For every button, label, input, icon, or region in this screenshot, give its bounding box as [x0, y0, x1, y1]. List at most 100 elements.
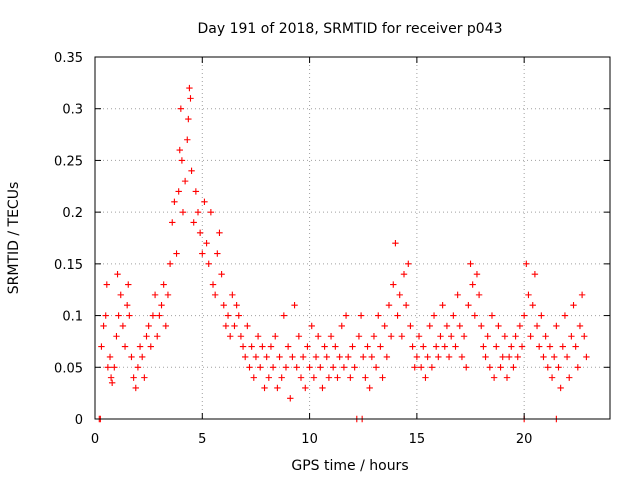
data-point — [336, 353, 343, 361]
data-point — [125, 281, 132, 288]
data-point — [407, 322, 414, 330]
data-point — [435, 353, 442, 361]
data-point — [548, 374, 556, 381]
data-point — [516, 322, 524, 330]
x-tick-label: 5 — [198, 432, 206, 447]
data-point — [259, 343, 266, 350]
data-point — [160, 281, 167, 288]
data-point — [147, 343, 154, 350]
data-point — [400, 271, 408, 278]
data-point — [533, 322, 541, 330]
data-point — [164, 291, 172, 299]
data-point — [235, 312, 242, 319]
data-point — [252, 353, 260, 361]
data-point — [302, 384, 309, 392]
y-tick-label: 0.3 — [62, 103, 83, 118]
data-point — [100, 322, 107, 330]
data-point — [531, 271, 539, 278]
x-tick-label: 10 — [301, 432, 318, 447]
data-point — [520, 312, 528, 319]
data-point — [126, 312, 133, 319]
data-point — [329, 364, 337, 371]
data-point — [323, 353, 330, 361]
data-point — [113, 333, 120, 340]
data-point — [192, 188, 200, 195]
data-point — [194, 208, 202, 216]
data-point — [257, 364, 264, 371]
data-point — [239, 343, 247, 350]
data-point — [190, 219, 197, 226]
grid-lines — [95, 57, 610, 419]
data-point — [377, 343, 384, 350]
data-point — [304, 343, 311, 350]
axis-ticks: 0 0.05 0.1 0.15 0.2 0.25 0.3 0.35 0 5 10 15 20 — [54, 51, 610, 447]
data-point — [242, 353, 249, 361]
data-point — [490, 374, 498, 381]
data-point — [103, 281, 111, 288]
data-point — [387, 333, 395, 340]
y-tick-label: 0.05 — [54, 361, 83, 376]
data-point — [559, 343, 566, 350]
data-point — [413, 353, 421, 361]
x-tick-label: 0 — [91, 432, 99, 447]
data-point — [394, 312, 401, 319]
data-point — [156, 312, 163, 319]
data-point — [289, 353, 296, 361]
data-point — [177, 105, 185, 112]
data-point — [233, 302, 240, 309]
data-point — [347, 374, 354, 381]
data-point — [458, 353, 466, 361]
data-point — [115, 312, 122, 319]
data-point — [422, 374, 429, 381]
y-axis-label: SRMTID / TECUs — [6, 182, 22, 295]
data-point — [214, 250, 221, 257]
chart-title: Day 191 of 2018, SRMTID for receiver p04… — [197, 21, 502, 37]
data-point — [188, 167, 195, 174]
data-point — [108, 379, 116, 386]
data-point — [171, 198, 178, 205]
data-point — [261, 384, 268, 392]
data-point — [576, 322, 584, 330]
data-point — [196, 229, 204, 237]
data-points — [96, 84, 590, 423]
data-point — [287, 395, 294, 402]
data-point — [162, 322, 170, 330]
data-point — [417, 364, 425, 371]
data-point — [420, 343, 427, 350]
data-point — [114, 271, 121, 278]
y-tick-label: 0.1 — [62, 310, 83, 325]
data-point — [121, 343, 129, 350]
data-point — [139, 353, 146, 361]
data-point — [426, 322, 433, 330]
data-point — [237, 333, 245, 340]
plot-frame — [94, 56, 611, 420]
data-point — [186, 84, 193, 92]
y-tick-label: 0.2 — [62, 206, 83, 221]
data-point — [505, 353, 513, 361]
data-point — [566, 374, 573, 381]
data-point — [216, 229, 223, 237]
data-point — [218, 271, 225, 278]
data-point — [557, 384, 564, 392]
data-point — [362, 374, 369, 381]
data-point — [357, 312, 365, 319]
data-point — [173, 250, 180, 257]
data-point — [443, 322, 451, 330]
data-point — [525, 291, 532, 299]
y-tick-label: 0 — [75, 413, 83, 428]
data-point — [574, 364, 582, 371]
data-point — [136, 343, 144, 350]
data-point — [381, 322, 388, 330]
data-point — [334, 374, 341, 381]
data-point — [246, 364, 253, 371]
data-point — [368, 353, 376, 361]
data-point — [280, 312, 288, 319]
data-point — [544, 364, 551, 371]
data-point — [312, 353, 320, 361]
data-point — [297, 374, 305, 381]
data-point — [340, 364, 348, 371]
x-axis-label: GPS time / hours — [291, 458, 408, 474]
data-point — [306, 364, 313, 371]
